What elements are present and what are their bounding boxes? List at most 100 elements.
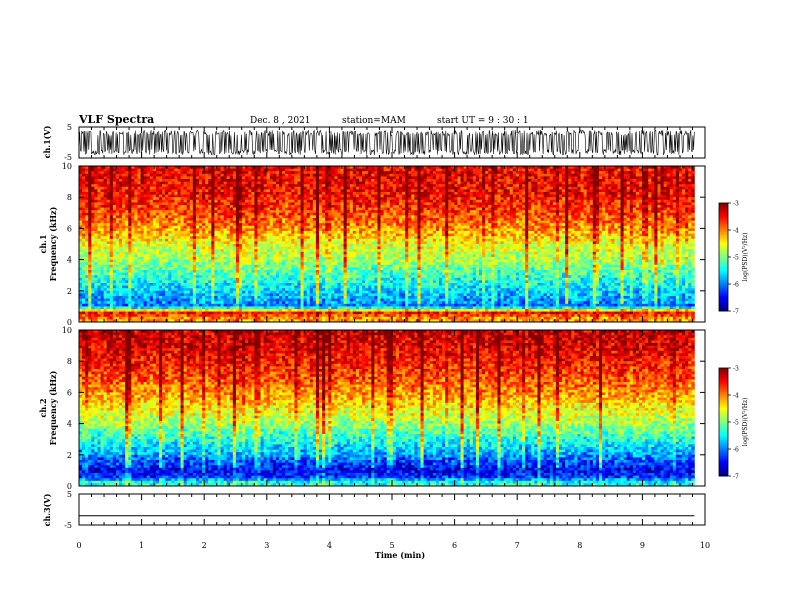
spectrogram-cell: [359, 182, 362, 185]
spectrogram-cell: [568, 171, 571, 174]
spectrogram-cell: [101, 174, 104, 177]
spectrogram-cell: [654, 182, 657, 185]
spectrogram-cell: [417, 187, 420, 190]
spectrogram-cell: [510, 184, 513, 187]
spectrogram-cell: [488, 182, 491, 185]
spectrogram-cell: [137, 171, 140, 174]
spectrogram-cell: [448, 213, 451, 216]
spectrogram-cell: [245, 171, 248, 174]
spectrogram-cell: [264, 184, 267, 187]
spectrogram-cell: [147, 213, 150, 216]
spectrogram-cell: [165, 200, 168, 203]
spectrogram-cell: [165, 223, 168, 226]
spectrogram-cell: [396, 200, 399, 203]
spectrogram-cell: [337, 182, 340, 185]
spectrogram-cell: [513, 208, 516, 211]
spectrogram-cell: [485, 200, 488, 203]
spectrogram-cell: [168, 223, 171, 226]
spectrogram-cell: [341, 223, 344, 226]
spectrogram-cell: [565, 184, 568, 187]
spectrogram-cell: [362, 221, 365, 224]
spectrogram-cell: [654, 174, 657, 177]
spectrogram-cell: [196, 195, 199, 198]
spectrogram-cell: [519, 171, 522, 174]
spectrogram-cell: [562, 174, 565, 177]
spectrogram-cell: [322, 184, 325, 187]
spectrogram-cell: [621, 179, 624, 182]
spectrogram-cell: [236, 200, 239, 203]
spectrogram-cell: [94, 205, 97, 208]
spectrogram-cell: [608, 205, 611, 208]
spectrogram-cell: [371, 208, 374, 211]
spectrogram-cell: [414, 215, 417, 218]
spectrogram-cell: [562, 184, 565, 187]
spectrogram-cell: [282, 195, 285, 198]
spectrogram-cell: [577, 197, 580, 200]
spectrogram-cell: [673, 192, 676, 195]
spectrogram-cell: [571, 184, 574, 187]
spectrogram-cell: [221, 176, 224, 179]
spectrogram-cell: [562, 226, 565, 229]
spectrogram-cell: [504, 197, 507, 200]
spectrogram-cell: [688, 189, 691, 192]
spectrogram-cell: [356, 169, 359, 172]
spectrogram-cell: [116, 182, 119, 185]
spectrogram-cell: [261, 215, 264, 218]
spectrogram-cell: [107, 182, 110, 185]
spectrogram-cell: [596, 202, 599, 205]
spectrogram-cell: [110, 221, 113, 224]
spectrogram-cell: [571, 215, 574, 218]
spectrogram-cell: [177, 210, 180, 213]
spectrogram-cell: [193, 226, 196, 229]
spectrogram-cell: [307, 208, 310, 211]
spectrogram-cell: [497, 202, 500, 205]
spectrogram-cell: [251, 192, 254, 195]
spectrogram-cell: [661, 202, 664, 205]
spectrogram-cell: [230, 187, 233, 190]
spectrogram-cell: [624, 213, 627, 216]
spectrogram-cell: [417, 221, 420, 224]
spectrogram-cell: [433, 221, 436, 224]
spectrogram-cell: [547, 184, 550, 187]
spectrogram-cell: [261, 223, 264, 226]
spectrogram-cell: [181, 179, 184, 182]
spectrogram-cell: [651, 171, 654, 174]
spectrogram-cell: [654, 202, 657, 205]
spectrogram-cell: [187, 210, 190, 213]
spectrogram-cell: [476, 179, 479, 182]
spectrogram-cell: [282, 197, 285, 200]
spectrogram-cell: [224, 171, 227, 174]
spectrogram-cell: [353, 200, 356, 203]
spectrogram-cell: [457, 184, 460, 187]
spectrogram-cell: [491, 215, 494, 218]
spectrogram-cell: [214, 182, 217, 185]
spectrogram-cell: [528, 187, 531, 190]
spectrogram-cell: [144, 215, 147, 218]
spectrogram-cell: [497, 187, 500, 190]
spectrogram-cell: [88, 202, 91, 205]
spectrogram-cell: [562, 195, 565, 198]
spectrogram-cell: [91, 208, 94, 211]
spectrogram-cell: [627, 218, 630, 221]
spectrogram-cell: [162, 192, 165, 195]
spectrogram-cell: [676, 176, 679, 179]
spectrogram-cell: [402, 208, 405, 211]
spectrogram-cell: [233, 169, 236, 172]
spectrogram-cell: [359, 213, 362, 216]
spectrogram-cell: [507, 213, 510, 216]
spectrogram-cell: [233, 205, 236, 208]
spectrogram-cell: [331, 218, 334, 221]
spectrogram-cell: [525, 202, 528, 205]
spectrogram-cell: [639, 215, 642, 218]
spectrogram-cell: [624, 202, 627, 205]
spectrogram-cell: [642, 176, 645, 179]
spectrogram-cell: [485, 215, 488, 218]
spectrogram-cell: [516, 184, 519, 187]
spectrogram-cell: [91, 182, 94, 185]
spectrogram-cell: [608, 223, 611, 226]
spectrogram-cell: [377, 226, 380, 229]
spectrogram-cell: [196, 200, 199, 203]
spectrogram-cell: [627, 189, 630, 192]
spectrogram-cell: [319, 171, 322, 174]
spectrogram-cell: [362, 192, 365, 195]
